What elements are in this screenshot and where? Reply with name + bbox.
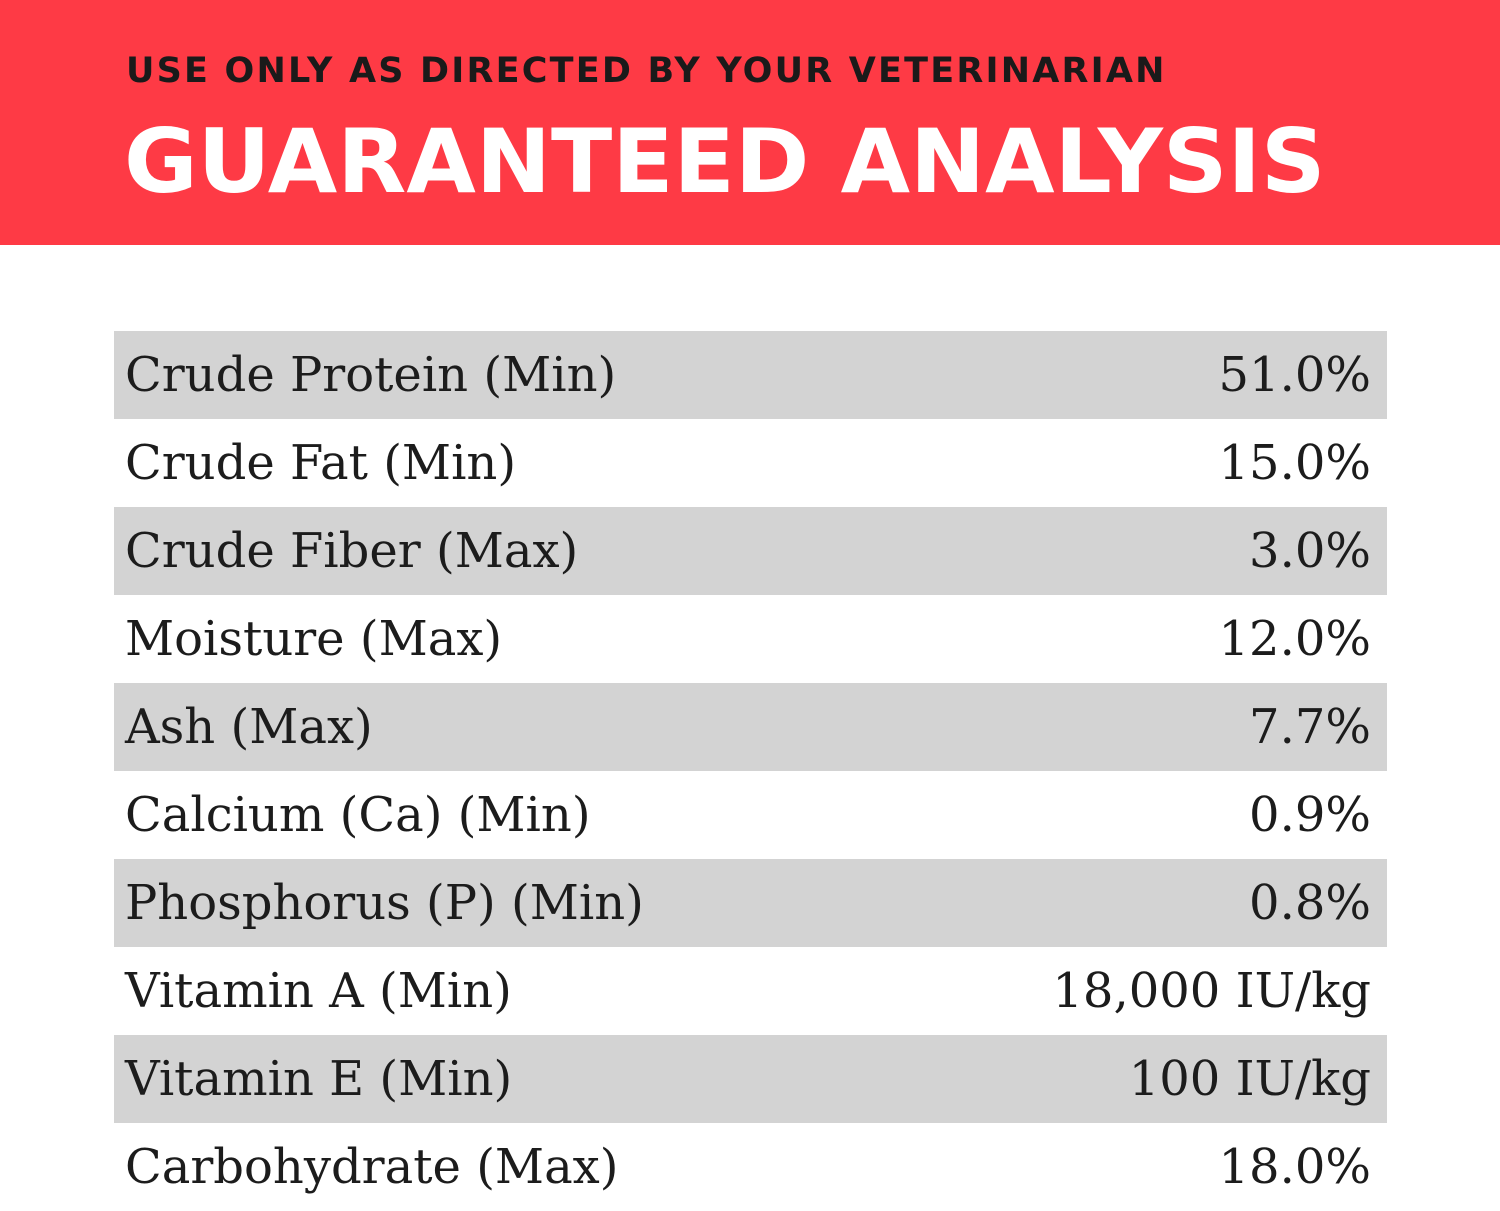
nutrient-value: 0.8%	[1249, 875, 1371, 931]
veterinarian-notice: USE ONLY AS DIRECTED BY YOUR VETERINARIA…	[126, 51, 1167, 91]
nutrient-label: Moisture (Max)	[125, 611, 503, 667]
table-row: Vitamin E (Min) 100 IU/kg	[114, 1035, 1387, 1123]
table-row: Vitamin A (Min) 18,000 IU/kg	[114, 947, 1387, 1035]
table-row: Crude Fiber (Max) 3.0%	[114, 507, 1387, 595]
nutrient-label: Crude Protein (Min)	[125, 347, 617, 403]
header-banner: USE ONLY AS DIRECTED BY YOUR VETERINARIA…	[0, 0, 1500, 245]
table-row: Phosphorus (P) (Min) 0.8%	[114, 859, 1387, 947]
nutrient-label: Calcium (Ca) (Min)	[125, 787, 591, 843]
nutrient-value: 0.9%	[1249, 787, 1371, 843]
table-row: Calcium (Ca) (Min) 0.9%	[114, 771, 1387, 859]
nutrient-label: Vitamin E (Min)	[125, 1051, 513, 1107]
nutrient-value: 18.0%	[1218, 1139, 1371, 1195]
nutrient-label: Ash (Max)	[125, 699, 373, 755]
nutrient-value: 18,000 IU/kg	[1052, 963, 1371, 1019]
nutrient-value: 15.0%	[1218, 435, 1371, 491]
table-row: Crude Fat (Min) 15.0%	[114, 419, 1387, 507]
table-row: Carbohydrate (Max) 18.0%	[114, 1123, 1387, 1211]
guaranteed-analysis-table: Crude Protein (Min) 51.0% Crude Fat (Min…	[114, 331, 1387, 1211]
nutrient-value: 100 IU/kg	[1128, 1051, 1371, 1107]
nutrient-label: Crude Fiber (Max)	[125, 523, 579, 579]
nutrient-label: Vitamin A (Min)	[125, 963, 512, 1019]
nutrient-value: 3.0%	[1249, 523, 1371, 579]
nutrient-label: Crude Fat (Min)	[125, 435, 517, 491]
nutrient-value: 12.0%	[1218, 611, 1371, 667]
nutrient-value: 7.7%	[1249, 699, 1371, 755]
nutrient-value: 51.0%	[1218, 347, 1371, 403]
table-row: Moisture (Max) 12.0%	[114, 595, 1387, 683]
nutrient-label: Carbohydrate (Max)	[125, 1139, 619, 1195]
table-row: Ash (Max) 7.7%	[114, 683, 1387, 771]
nutrient-label: Phosphorus (P) (Min)	[125, 875, 644, 931]
page-title: GUARANTEED ANALYSIS	[124, 110, 1326, 213]
table-row: Crude Protein (Min) 51.0%	[114, 331, 1387, 419]
